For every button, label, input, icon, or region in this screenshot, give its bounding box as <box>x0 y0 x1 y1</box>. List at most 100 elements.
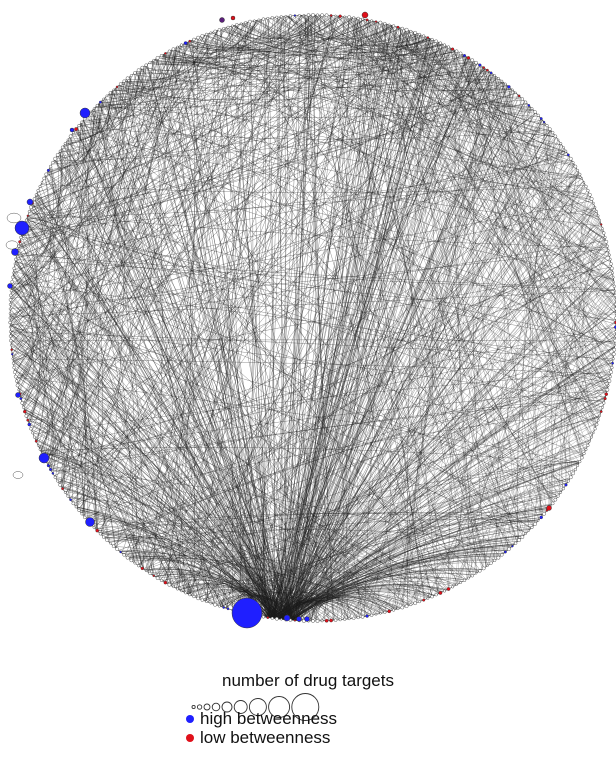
network-node <box>533 110 537 114</box>
network-edge <box>84 97 111 124</box>
network-node <box>530 107 534 111</box>
network-node <box>580 455 584 460</box>
network-node <box>129 558 134 563</box>
network-node <box>352 16 356 20</box>
network-edge <box>564 336 616 485</box>
key-nodes <box>5 11 552 629</box>
network-edge <box>276 25 393 619</box>
network-edge <box>275 279 614 619</box>
network-edge <box>373 21 510 550</box>
network-node <box>63 491 67 494</box>
self-loop <box>5 240 19 250</box>
network-edge <box>454 476 572 586</box>
network-node <box>459 581 462 584</box>
network-edge <box>23 111 92 409</box>
network-edge <box>304 600 371 622</box>
network-edge <box>276 15 290 619</box>
network-edge <box>574 195 593 437</box>
network-node <box>152 58 155 62</box>
network-node <box>122 79 126 83</box>
network-node <box>205 32 208 36</box>
network-edge <box>362 18 573 162</box>
network-node <box>523 100 528 104</box>
network-edge <box>535 143 562 517</box>
network-node <box>9 293 13 298</box>
network-node <box>514 91 517 94</box>
network-edge <box>150 33 209 574</box>
network-edge <box>427 296 616 599</box>
network-edge <box>319 535 524 622</box>
network-edge <box>415 216 599 604</box>
self-loop <box>12 471 24 479</box>
network-node <box>589 196 594 201</box>
network-edge <box>433 293 616 596</box>
network-node <box>511 88 514 91</box>
network-edge <box>18 390 292 621</box>
network-edge <box>387 24 612 369</box>
network-edge <box>347 292 616 620</box>
network-node <box>486 564 489 567</box>
network-edge <box>516 143 561 542</box>
network-node <box>418 32 421 36</box>
network-edge <box>13 15 302 275</box>
network-node <box>38 185 42 188</box>
network-edge <box>83 37 429 121</box>
network-node <box>49 467 53 472</box>
network-node <box>360 615 365 619</box>
network-node <box>482 66 486 69</box>
network-node <box>347 617 351 621</box>
network-node <box>533 522 537 526</box>
network-node <box>9 338 13 343</box>
network-edge <box>16 20 258 384</box>
network-edge <box>522 129 551 534</box>
network-node <box>599 410 603 413</box>
network-edge <box>11 284 288 621</box>
network-edge <box>575 247 609 457</box>
network-node <box>409 29 413 33</box>
network-edge <box>12 357 286 620</box>
network-node <box>598 218 601 222</box>
network-node <box>590 435 593 439</box>
network-edge <box>25 103 100 222</box>
network-node <box>218 604 221 608</box>
network-edge <box>480 368 612 571</box>
network-edge <box>80 123 616 322</box>
network-edge <box>286 156 570 620</box>
network-node <box>53 475 57 479</box>
network-edge <box>79 37 200 512</box>
network-edge <box>296 266 612 621</box>
network-edge <box>267 51 459 618</box>
network-edge <box>305 395 606 622</box>
network-edge <box>276 38 430 619</box>
network-node <box>304 616 310 622</box>
network-node <box>520 535 525 539</box>
network-edge <box>286 22 379 620</box>
network-node <box>235 23 239 27</box>
network-node <box>77 508 81 512</box>
network-edge <box>400 27 616 298</box>
network-node <box>231 24 234 28</box>
network-node <box>222 606 225 609</box>
network-edge <box>460 53 553 133</box>
network-edge <box>408 64 479 606</box>
network-edge <box>91 16 342 112</box>
network-edge <box>282 42 439 620</box>
network-edge <box>156 58 292 621</box>
network-edge <box>338 16 372 37</box>
network-edge <box>287 53 461 620</box>
network-edge <box>546 125 612 371</box>
network-edge <box>224 28 560 495</box>
network-edge <box>413 32 563 491</box>
network-edge <box>439 42 616 315</box>
network-edge <box>34 198 274 619</box>
network-node <box>374 20 378 23</box>
network-node <box>152 574 155 577</box>
network-edge <box>296 396 606 621</box>
network-node <box>396 607 400 611</box>
network-edge <box>425 36 600 219</box>
network-edge <box>356 18 363 618</box>
network-edge <box>372 130 552 616</box>
network-edge <box>295 19 367 621</box>
network-edge <box>415 576 455 604</box>
